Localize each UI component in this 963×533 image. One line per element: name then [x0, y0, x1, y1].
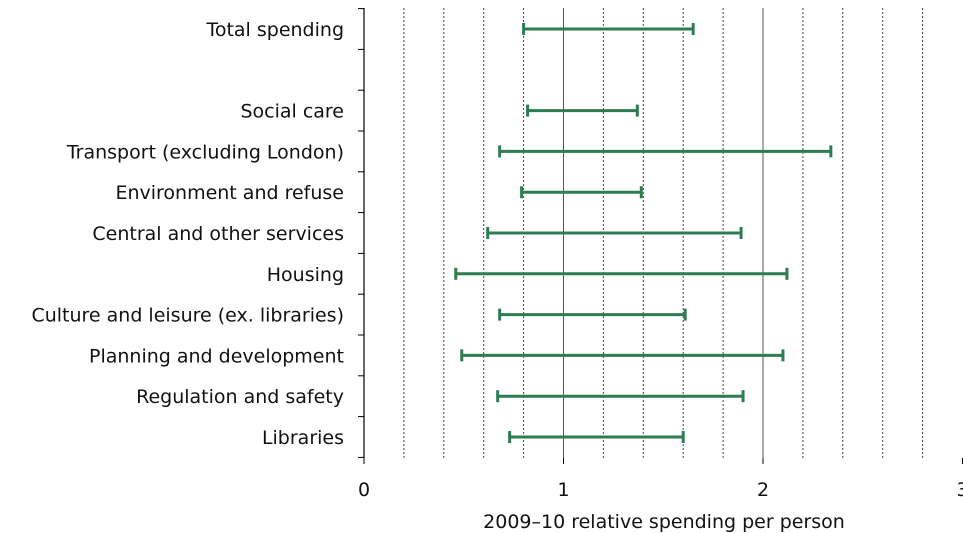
range-bar	[460, 349, 785, 362]
range-bar	[508, 431, 685, 443]
category-label: Total spending	[205, 19, 344, 41]
x-axis-title: 2009–10 relative spending per person	[483, 511, 845, 533]
x-tick-label: 2	[757, 479, 769, 501]
range-bar	[498, 308, 687, 321]
category-label: Central and other services	[92, 223, 344, 245]
category-label: Environment and refuse	[115, 182, 344, 204]
category-labels: Total spending Social care Transport (excl…	[31, 19, 344, 449]
range-bar	[522, 23, 695, 35]
range-bar	[520, 186, 643, 199]
range-bar	[486, 227, 743, 239]
category-label: Planning and development	[89, 345, 344, 367]
range-bar	[496, 390, 745, 403]
range-bar	[526, 104, 639, 117]
x-tick-label: 1	[557, 479, 569, 501]
range-bar	[454, 267, 789, 280]
category-label: Housing	[267, 264, 344, 286]
range-bar	[498, 145, 833, 158]
category-label: Regulation and safety	[136, 386, 344, 408]
x-tick-label: 0	[358, 479, 370, 501]
category-label: Transport (excluding London)	[66, 141, 344, 163]
category-label: Culture and leisure (ex. libraries)	[31, 305, 344, 327]
x-tick-label: 3	[956, 479, 963, 501]
range-bars	[454, 23, 833, 443]
category-label: Social care	[240, 101, 344, 123]
category-label: Libraries	[262, 427, 344, 449]
x-tick-labels: 0 1 2 3	[358, 479, 963, 501]
